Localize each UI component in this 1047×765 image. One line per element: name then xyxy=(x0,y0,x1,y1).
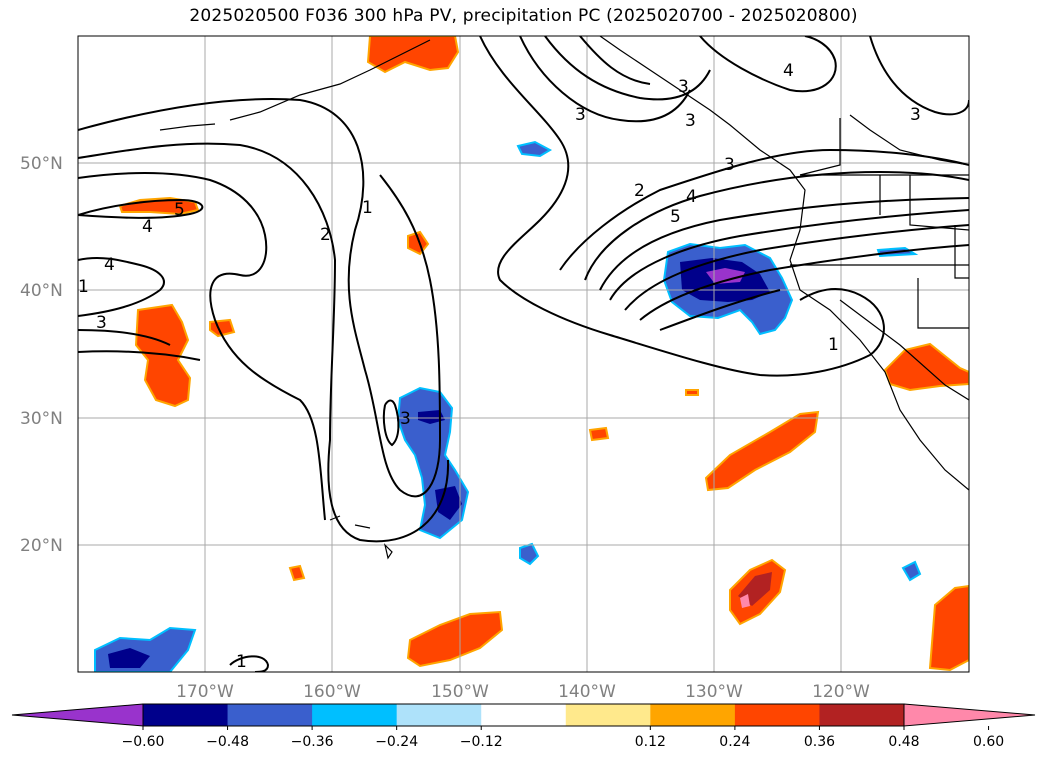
contour-label: 2 xyxy=(634,181,645,201)
contour-label: 3 xyxy=(575,105,586,125)
contour-label: 3 xyxy=(910,105,921,125)
precip-blob xyxy=(685,389,699,396)
precip-blob xyxy=(366,36,460,74)
contour-label: 5 xyxy=(174,200,185,220)
pv-contour-labels: 3 1 3 4 5 4 2 1 3 3 3 2 5 4 3 3 4 1 1 xyxy=(78,61,921,672)
contour-label: 3 xyxy=(724,155,735,175)
latitude-labels: 50°N 40°N 30°N 20°N xyxy=(20,154,63,556)
contour-label: 4 xyxy=(783,61,794,81)
contour-label: 2 xyxy=(320,225,331,245)
lat-label: 50°N xyxy=(20,154,63,174)
map-panel: 3 1 3 4 5 4 2 1 3 3 3 2 5 4 3 3 4 1 1 xyxy=(78,36,969,672)
colorbar-tick-label: −0.60 xyxy=(122,734,165,750)
contour-label: 1 xyxy=(362,198,373,218)
precip-blob xyxy=(288,564,306,582)
longitude-labels: 170°W 160°W 150°W 140°W 130°W 120°W xyxy=(176,682,870,702)
precip-blob xyxy=(435,486,462,520)
colorbar-tick-label: 0.48 xyxy=(888,734,919,750)
colorbar-tick-label: 0.12 xyxy=(635,734,666,750)
colorbar-tick-label: 0.36 xyxy=(804,734,835,750)
contour-label: 4 xyxy=(686,187,697,207)
contour-label: 5 xyxy=(670,207,681,227)
lat-label: 40°N xyxy=(20,281,63,301)
colorbar-segment xyxy=(227,704,313,726)
colorbar-segment xyxy=(481,704,567,726)
colorbar-tick-label: −0.12 xyxy=(460,734,503,750)
colorbar-extend-max xyxy=(903,703,1036,727)
contour-label: 3 xyxy=(685,111,696,131)
precip-blob xyxy=(706,268,745,284)
contour-label: 1 xyxy=(828,335,839,355)
contour-label: 3 xyxy=(678,77,689,97)
colorbar-labels: −0.60 −0.48 −0.36 −0.24 −0.12 0.12 0.24 0.36 0.4… xyxy=(122,734,1005,750)
map-frame xyxy=(77,35,970,673)
colorbar-tick-label: −0.36 xyxy=(291,734,334,750)
precip-blob xyxy=(928,584,969,672)
lon-label: 140°W xyxy=(558,682,616,702)
colorbar-tick-label: −0.24 xyxy=(375,734,418,750)
colorbar-extend-min xyxy=(11,703,144,727)
precip-blob xyxy=(588,426,610,442)
lon-label: 130°W xyxy=(685,682,743,702)
lon-label: 160°W xyxy=(303,682,361,702)
colorbar-segment xyxy=(650,704,736,726)
colorbar-segment xyxy=(396,704,482,726)
lon-label: 150°W xyxy=(431,682,489,702)
precip-blob xyxy=(406,610,504,668)
colorbar-tick-label: −0.48 xyxy=(206,734,249,750)
contour-label: 3 xyxy=(96,313,107,333)
contour-label: 3 xyxy=(400,409,411,429)
colorbar-segment xyxy=(143,704,229,726)
pv-contours xyxy=(78,36,969,672)
coastlines xyxy=(159,36,969,560)
contour-label: 1 xyxy=(78,277,89,297)
colorbar-segment xyxy=(819,704,905,726)
lat-label: 30°N xyxy=(20,409,63,429)
colorbar-tick-label: 0.24 xyxy=(719,734,750,750)
colorbar-tick-label: 0.60 xyxy=(973,734,1004,750)
lat-label: 20°N xyxy=(20,536,63,556)
contour-label: 4 xyxy=(142,217,153,237)
precip-blob xyxy=(516,140,553,158)
precip-blob xyxy=(740,594,750,608)
page-title: 2025020500 F036 300 hPa PV, precipitatio… xyxy=(189,6,858,26)
precip-blob xyxy=(108,648,150,668)
colorbar-segment xyxy=(565,704,651,726)
precip-blob xyxy=(407,230,430,256)
colorbar-segment xyxy=(312,704,398,726)
precip-blob xyxy=(704,410,820,492)
precip-blob xyxy=(901,560,922,582)
contour-label: 1 xyxy=(236,652,247,672)
colorbar-segment xyxy=(734,704,820,726)
colorbar-frame xyxy=(142,703,905,727)
gridlines xyxy=(78,36,969,672)
precip-blob xyxy=(134,303,192,408)
contour-label: 4 xyxy=(104,255,115,275)
precip-blob xyxy=(883,342,969,392)
colorbar xyxy=(11,703,1036,730)
lon-label: 170°W xyxy=(176,682,234,702)
precip-blob xyxy=(418,410,445,424)
lon-label: 120°W xyxy=(812,682,870,702)
